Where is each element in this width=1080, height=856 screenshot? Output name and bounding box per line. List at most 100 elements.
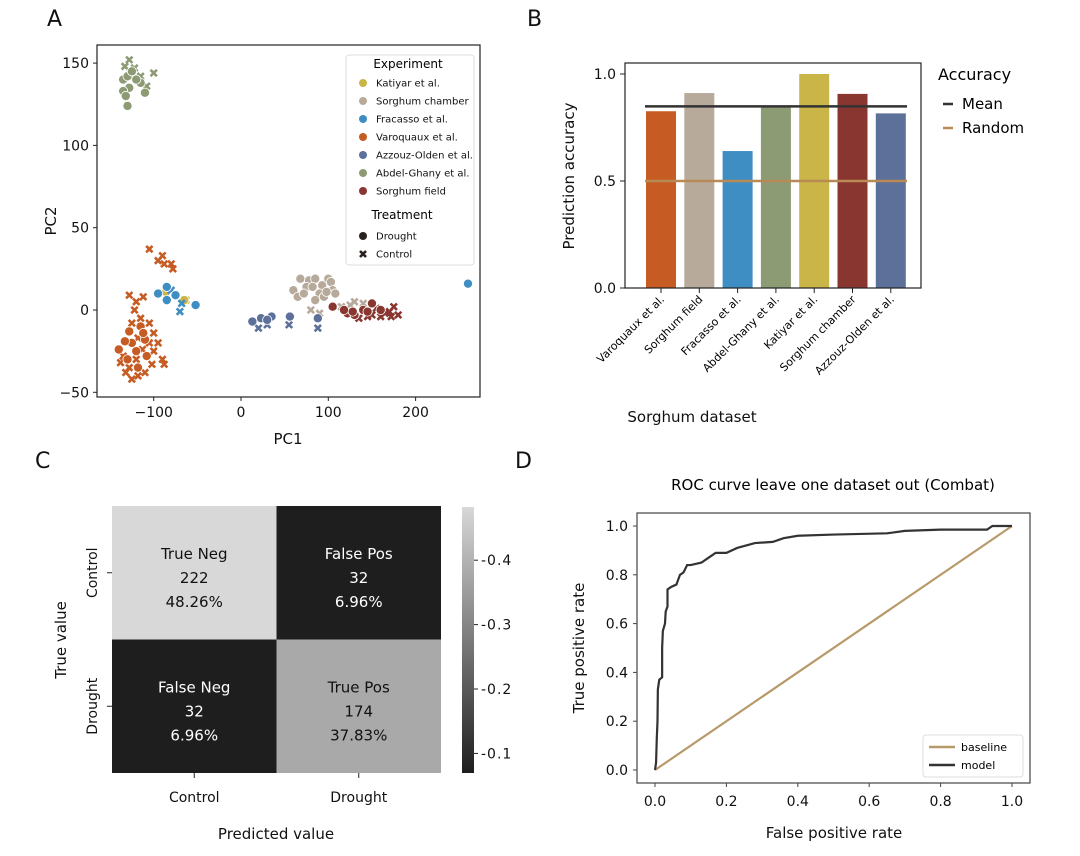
pca-point-control xyxy=(153,338,163,348)
accuracy-x-tick-label: Varoquaux et al. xyxy=(594,293,667,366)
pca-point-control xyxy=(133,371,143,380)
pca-point-drought xyxy=(366,298,377,309)
legend-label: Drought xyxy=(376,232,417,243)
pca-x-tick-label: 100 xyxy=(315,405,342,421)
accuracy-x-label: Sorghum dataset xyxy=(627,408,756,426)
pca-point-control xyxy=(158,355,167,364)
pca-point-drought xyxy=(284,311,295,322)
legend-label: Azzouz-Olden et al. xyxy=(376,151,473,162)
pca-point-drought xyxy=(262,314,273,325)
pca-point-drought xyxy=(124,326,135,337)
legend-label-mean: Mean xyxy=(962,95,1003,113)
confusion-y-label: True value xyxy=(52,601,70,680)
legend-marker-drought xyxy=(359,232,367,240)
accuracy-bar xyxy=(646,111,676,289)
pca-point-control xyxy=(130,305,139,315)
pca-point-drought xyxy=(325,277,336,288)
accuracy-y-tick-label: 1.0 xyxy=(594,67,616,83)
pca-legend: Experiment Treatment Katiyar et al. Sorgh… xyxy=(345,54,475,266)
legend-title-treatment: Treatment xyxy=(370,208,432,222)
colorbar-tick-label: -0.2 xyxy=(481,682,512,698)
pca-point-control xyxy=(175,307,185,316)
roc-line-model xyxy=(653,524,1012,771)
accuracy-y-label: Prediction accuracy xyxy=(560,102,578,249)
confusion-y-tick-label: Drought xyxy=(85,677,101,734)
colorbar-tick-label: -0.1 xyxy=(481,746,512,762)
pca-point-control xyxy=(125,55,134,64)
pca-point-drought xyxy=(131,74,142,85)
confusion-matrix-panel: True Neg 222 48.26% False Pos 32 6.96% False N… xyxy=(52,506,512,843)
legend-marker xyxy=(359,115,367,123)
pca-point-control xyxy=(160,360,169,369)
pca-point-drought xyxy=(170,290,181,301)
pca-x-tick-label: −100 xyxy=(134,405,172,421)
legend-label: Abdel-Ghany et al. xyxy=(376,169,469,180)
colorbar-tick-label: -0.3 xyxy=(481,618,512,634)
pca-point-control xyxy=(254,323,263,333)
pca-point-control xyxy=(120,62,130,71)
pca-point-control xyxy=(394,310,403,320)
pca-point-drought xyxy=(131,346,142,357)
accuracy-axes-frame xyxy=(624,62,922,289)
confusion-cell-text: 37.83% xyxy=(330,727,387,745)
pca-point-drought xyxy=(295,273,306,284)
pca-point-drought xyxy=(310,273,321,284)
accuracy-y-tick-label: 0.0 xyxy=(594,281,616,297)
pca-scatter-panel: −100 0 100 200 −50 0 50 100 150 PC1 PC2 Experime… xyxy=(42,44,481,448)
pca-point-drought xyxy=(153,288,164,299)
roc-x-tick-label: 0.0 xyxy=(644,794,666,810)
pca-y-tick-label: 100 xyxy=(62,138,89,154)
roc-y-tick-label: 0.2 xyxy=(606,714,628,730)
pca-point-drought xyxy=(190,300,201,311)
pca-point-drought xyxy=(126,66,137,77)
legend-label-random: Random xyxy=(962,119,1024,137)
pca-point-drought xyxy=(312,313,323,324)
accuracy-bar xyxy=(760,106,791,289)
roc-panel: ROC curve leave one dataset out (Combat)… xyxy=(570,476,1031,842)
pca-point-drought xyxy=(298,288,309,299)
confusion-cell-text: 174 xyxy=(344,703,373,721)
roc-x-tick-label: 1.0 xyxy=(1001,794,1023,810)
pca-axes-frame xyxy=(96,44,481,398)
pca-point-control xyxy=(136,314,145,323)
pca-point-control xyxy=(132,297,141,306)
confusion-cell-text: False Neg xyxy=(158,679,230,697)
confusion-cell-text: 48.26% xyxy=(166,593,223,611)
legend-label: Sorghum chamber xyxy=(376,97,470,108)
confusion-cell-text: 6.96% xyxy=(170,727,218,745)
roc-y-label: True positive rate xyxy=(570,583,588,715)
pca-point-drought xyxy=(247,316,258,327)
pca-point-drought xyxy=(138,328,149,339)
roc-x-tick-label: 0.6 xyxy=(858,794,880,810)
legend-marker xyxy=(359,151,367,159)
confusion-cell xyxy=(112,639,277,773)
panel-label-d: D xyxy=(515,449,532,474)
pca-point-drought xyxy=(161,281,172,292)
panel-label-b: B xyxy=(527,7,542,32)
pca-x-tick-label: 200 xyxy=(402,405,429,421)
pca-point-drought xyxy=(375,304,386,315)
confusion-cell xyxy=(276,639,441,773)
panel-label-a: A xyxy=(47,7,62,32)
legend-label: Control xyxy=(376,250,412,261)
roc-x-label: False positive rate xyxy=(766,824,903,842)
pca-point-control xyxy=(167,259,176,269)
pca-point-control xyxy=(147,360,157,369)
roc-y-tick-label: 0.4 xyxy=(606,665,628,681)
pca-point-control xyxy=(127,375,136,384)
legend-marker xyxy=(359,97,367,105)
confusion-cell-text: 32 xyxy=(349,569,368,587)
legend-marker-control xyxy=(359,250,367,258)
roc-y-tick-label: 0.0 xyxy=(606,763,628,779)
pca-point-control xyxy=(125,363,134,372)
pca-y-tick-label: 50 xyxy=(71,221,89,237)
pca-point-control xyxy=(127,319,136,328)
roc-x-tick-label: 0.2 xyxy=(715,794,737,810)
pca-point-drought xyxy=(141,351,152,362)
pca-point-drought xyxy=(122,100,133,111)
panel-label-c: C xyxy=(35,449,50,474)
pca-x-label: PC1 xyxy=(273,430,302,448)
roc-y-tick-label: 0.6 xyxy=(606,617,628,633)
